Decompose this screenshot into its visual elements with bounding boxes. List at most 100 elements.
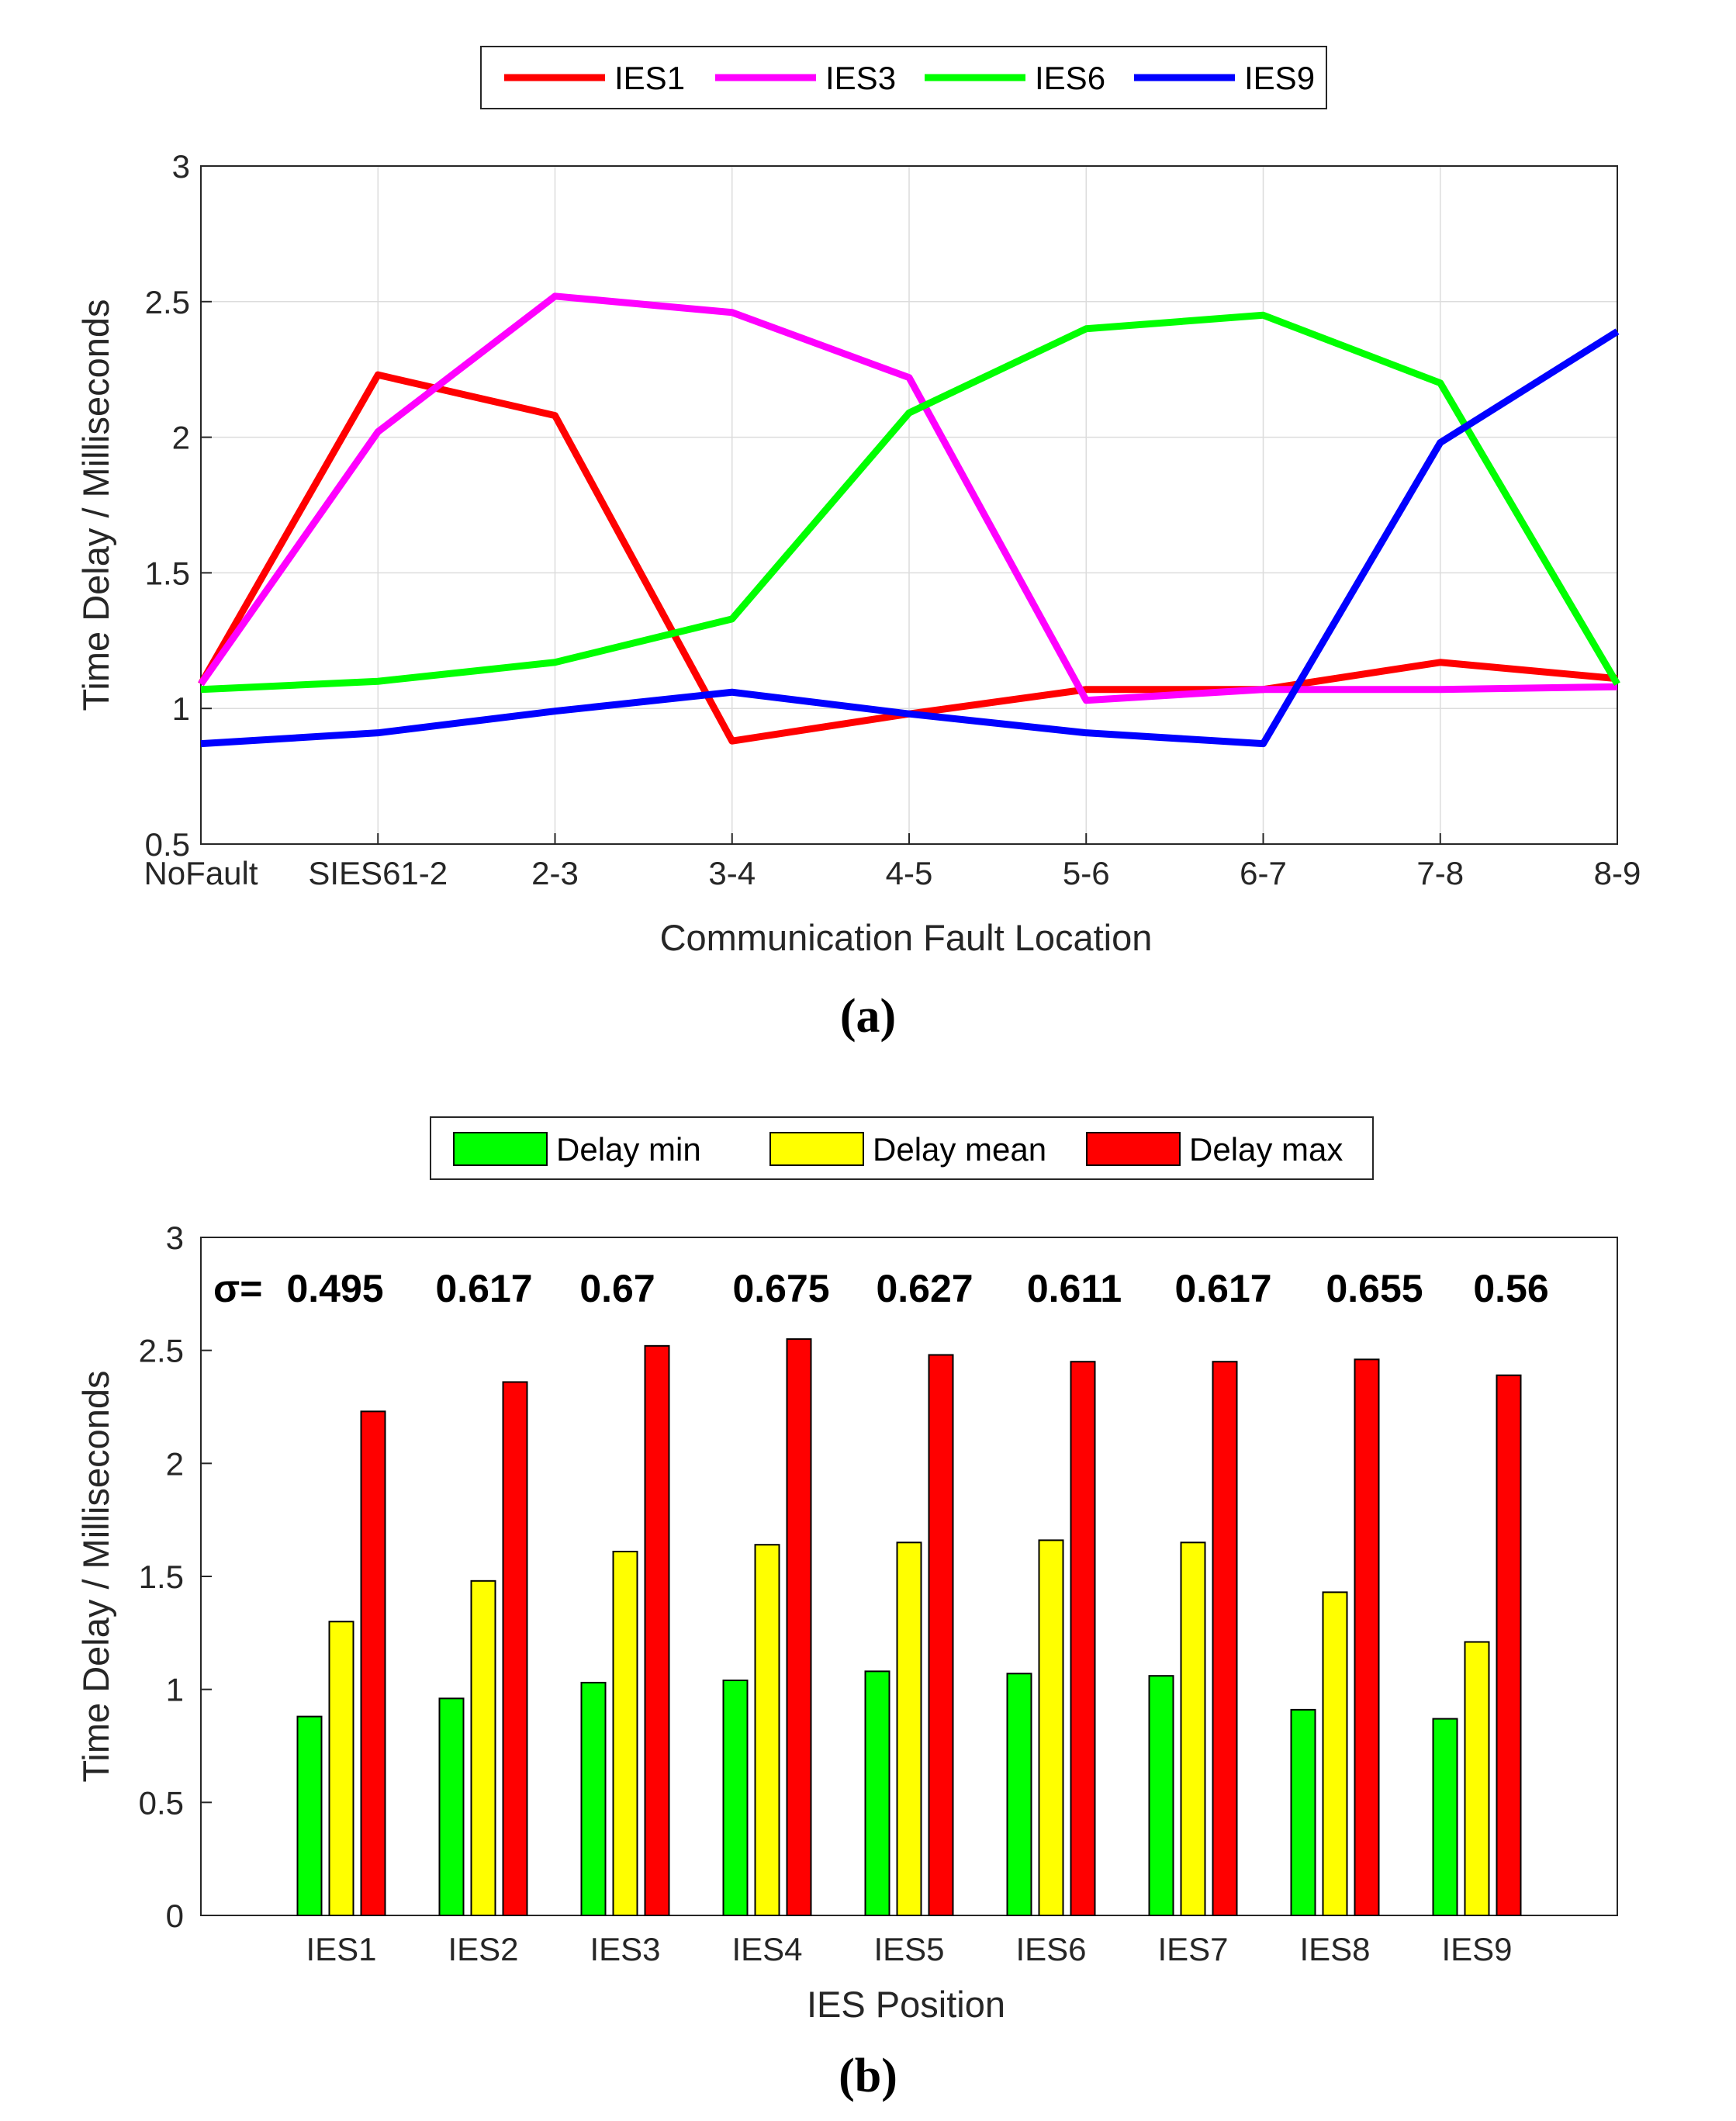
caption-a: (a) — [840, 990, 896, 1043]
bar-min-ies6 — [1006, 1673, 1032, 1916]
bar-max-ies4 — [786, 1338, 812, 1917]
bar-min-ies7 — [1148, 1675, 1174, 1916]
sigma-value-ies2: 0.617 — [435, 1267, 532, 1310]
sigma-value-ies5: 0.627 — [876, 1267, 973, 1310]
bar-max-ies8 — [1354, 1358, 1380, 1916]
bar-min-ies1 — [296, 1715, 323, 1916]
bar-max-ies6 — [1070, 1361, 1096, 1916]
y-tick-label: 0.5 — [145, 826, 190, 863]
x-tick-label: IES8 — [1299, 1931, 1370, 1967]
bar-mean-ies6 — [1038, 1539, 1064, 1916]
legend-label-ies1: IES1 — [614, 60, 685, 96]
sigma-annotations: σ= 0.495 0.617 0.67 0.675 0.627 0.611 0.617 0.65… — [213, 1267, 1549, 1310]
bar-mean-ies9 — [1464, 1641, 1490, 1917]
y-tick-label: 2 — [172, 420, 190, 456]
bar-mean-ies5 — [896, 1541, 922, 1916]
y-tick-label: 1.5 — [145, 555, 190, 591]
legend-swatch-max — [1086, 1132, 1181, 1166]
bar-mean-ies4 — [754, 1544, 780, 1916]
y-ticks-b: 0 0.5 1 1.5 2 2.5 3 — [139, 1220, 212, 1934]
legend-a: IES1 IES3 IES6 IES9 — [480, 46, 1327, 109]
sigma-value-ies4: 0.675 — [732, 1267, 829, 1310]
y-tick-label: 1 — [172, 690, 190, 727]
x-tick-label: IES6 — [1015, 1931, 1086, 1967]
y-tick-label: 2 — [166, 1445, 184, 1482]
y-tick-label: 2.5 — [139, 1333, 184, 1369]
caption-b: (b) — [839, 2050, 897, 2102]
sigma-prefix: σ= — [213, 1267, 262, 1310]
y-tick-label: 1.5 — [139, 1559, 184, 1595]
bar-mean-ies8 — [1322, 1591, 1348, 1916]
legend-swatch-min — [453, 1132, 548, 1166]
series-line-ies3 — [198, 292, 1618, 704]
bar-min-ies5 — [864, 1670, 890, 1916]
bar-chart-b: 00.511.522.53 IES1 IES2 IES3 IES4 IES5 IES6 IE… — [75, 1116, 1618, 2102]
x-tick-label: IES5 — [873, 1931, 944, 1967]
x-axis-label-a: Communication Fault Location — [660, 917, 1153, 958]
y-tick-label: 3 — [166, 1220, 184, 1256]
x-tick-label: IES2 — [448, 1931, 518, 1967]
series-line-ies6 — [200, 311, 1620, 694]
y-tick-label: 2.5 — [145, 284, 190, 320]
sigma-value-ies7: 0.617 — [1174, 1267, 1271, 1310]
y-tick-label: 1 — [166, 1672, 184, 1708]
bar-min-ies9 — [1432, 1718, 1458, 1916]
x-tick-label: 4-5 — [886, 855, 933, 891]
x-tick-label: 8-9 — [1594, 855, 1641, 891]
series-group-a — [198, 292, 1620, 748]
bar-mean-ies2 — [470, 1580, 496, 1916]
x-ticks-a: NoFault SIES61-2 2-3 3-4 4-5 5-6 6-7 7-8 8-9 — [144, 833, 1641, 891]
legend-label-max: Delay max — [1189, 1131, 1343, 1168]
y-axis-label-b: Time Delay / Milliseconds — [75, 1370, 116, 1782]
bar-min-ies8 — [1290, 1708, 1316, 1916]
x-tick-label: 3-4 — [708, 855, 756, 891]
x-tick-label: 6-7 — [1240, 855, 1287, 891]
bar-max-ies9 — [1496, 1374, 1522, 1917]
y-tick-label: 0.5 — [139, 1784, 184, 1821]
x-axis-label-b: IES Position — [807, 1984, 1005, 2025]
x-tick-label: IES4 — [731, 1931, 802, 1967]
sigma-value-ies9: 0.56 — [1473, 1267, 1548, 1310]
series-line-ies9 — [200, 328, 1620, 748]
bar-min-ies3 — [580, 1681, 607, 1917]
bar-mean-ies7 — [1180, 1541, 1206, 1916]
x-ticks-b: IES1 IES2 IES3 IES4 IES5 IES6 IES7 IES8 IES9 — [306, 1905, 1513, 1967]
x-tick-label: IES7 — [1157, 1931, 1228, 1967]
sigma-value-ies8: 0.655 — [1326, 1267, 1423, 1310]
sigma-value-ies3: 0.67 — [579, 1267, 655, 1310]
x-tick-label: 5-6 — [1063, 855, 1110, 891]
y-tick-label: 3 — [172, 148, 190, 185]
legend-label-ies9: IES9 — [1244, 60, 1315, 96]
sigma-value-ies1: 0.495 — [286, 1267, 383, 1310]
x-tick-label: IES1 — [306, 1931, 376, 1967]
legend-label-mean: Delay mean — [873, 1131, 1046, 1168]
bars-group-b — [296, 1338, 1522, 1917]
bar-min-ies2 — [438, 1697, 465, 1916]
line-chart-a: 0.5 1 1.5 2 2.5 3 NoFault SIES61-2 2-3 3-4 4-5 5-6… — [75, 46, 1641, 1043]
legend-box-b — [430, 1116, 1374, 1180]
bar-max-ies2 — [502, 1381, 528, 1917]
x-tick-label: 7-8 — [1416, 855, 1464, 891]
legend-b: Delay min Delay mean Delay max — [430, 1116, 1374, 1180]
x-tick-label: IES3 — [590, 1931, 660, 1967]
bar-min-ies4 — [722, 1680, 749, 1916]
bar-mean-ies3 — [612, 1550, 638, 1916]
bar-max-ies5 — [928, 1354, 954, 1916]
legend-swatch-mean — [769, 1132, 864, 1166]
bar-max-ies3 — [644, 1344, 670, 1916]
bar-max-ies7 — [1212, 1361, 1238, 1916]
legend-label-ies3: IES3 — [825, 60, 896, 96]
x-tick-label: NoFault — [144, 855, 258, 891]
bar-mean-ies1 — [328, 1621, 354, 1916]
x-tick-label: SIES61-2 — [308, 855, 448, 891]
legend-label-min: Delay min — [556, 1131, 701, 1168]
x-tick-label: IES9 — [1441, 1931, 1512, 1967]
y-axis-label-a: Time Delay / Milliseconds — [75, 299, 116, 711]
x-tick-label: 2-3 — [531, 855, 579, 891]
y-tick-label: 0 — [166, 1898, 184, 1934]
sigma-value-ies6: 0.611 — [1027, 1267, 1122, 1310]
y-ticks-a: 0.5 1 1.5 2 2.5 3 — [145, 148, 212, 863]
legend-label-ies6: IES6 — [1035, 60, 1105, 96]
bar-max-ies1 — [360, 1410, 386, 1916]
